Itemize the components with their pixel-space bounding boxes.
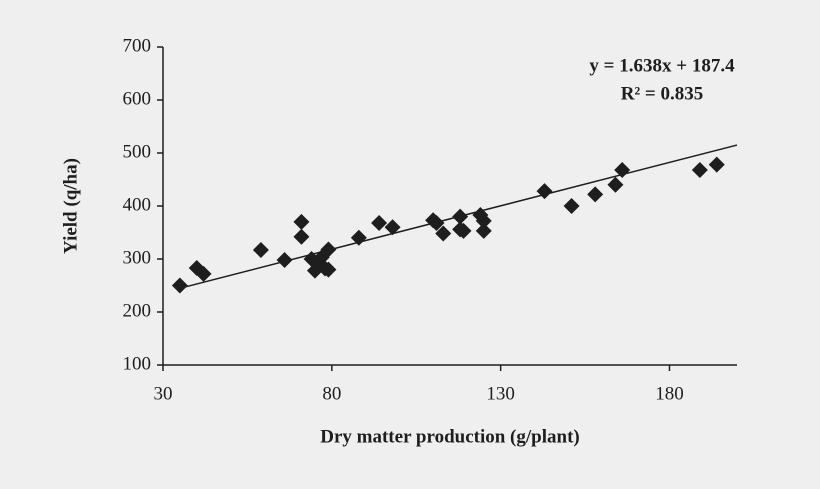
data-point [435, 225, 452, 242]
y-tick-label: 400 [123, 194, 152, 215]
data-point [371, 214, 388, 231]
data-point [171, 277, 188, 294]
data-point [350, 229, 367, 246]
y-axis-title: Yield (q/ha) [60, 158, 81, 254]
x-tick-label: 80 [322, 383, 341, 404]
data-point [691, 161, 708, 178]
x-tick-label: 130 [486, 383, 515, 404]
x-tick-label: 30 [154, 383, 173, 404]
x-axis-title: Dry matter production (g/plant) [320, 426, 579, 447]
y-tick-label: 700 [123, 35, 152, 56]
y-tick-label: 600 [123, 88, 152, 109]
data-point [607, 176, 624, 193]
equation: y = 1.638x + 187.4 [589, 55, 735, 76]
data-point [475, 212, 492, 229]
data-point [452, 208, 469, 225]
data-point [455, 222, 472, 239]
data-point [536, 183, 553, 200]
data-point [293, 213, 310, 230]
data-point [276, 252, 293, 269]
data-point [475, 222, 492, 239]
data-point [428, 214, 445, 231]
data-point [708, 156, 725, 173]
data-point [320, 261, 337, 278]
data-point [293, 228, 310, 245]
data-point [384, 219, 401, 236]
r-squared: R² = 0.835 [621, 83, 704, 104]
data-point [195, 265, 212, 282]
data-point [563, 198, 580, 214]
data-point [614, 161, 631, 178]
data-point [320, 241, 337, 258]
y-tick-label: 500 [123, 141, 152, 162]
data-point [587, 186, 604, 203]
y-tick-label: 300 [123, 247, 152, 268]
x-tick-label: 180 [655, 383, 684, 404]
y-tick-label: 200 [123, 300, 152, 321]
y-tick-label: 100 [123, 353, 152, 374]
data-point [252, 241, 269, 258]
